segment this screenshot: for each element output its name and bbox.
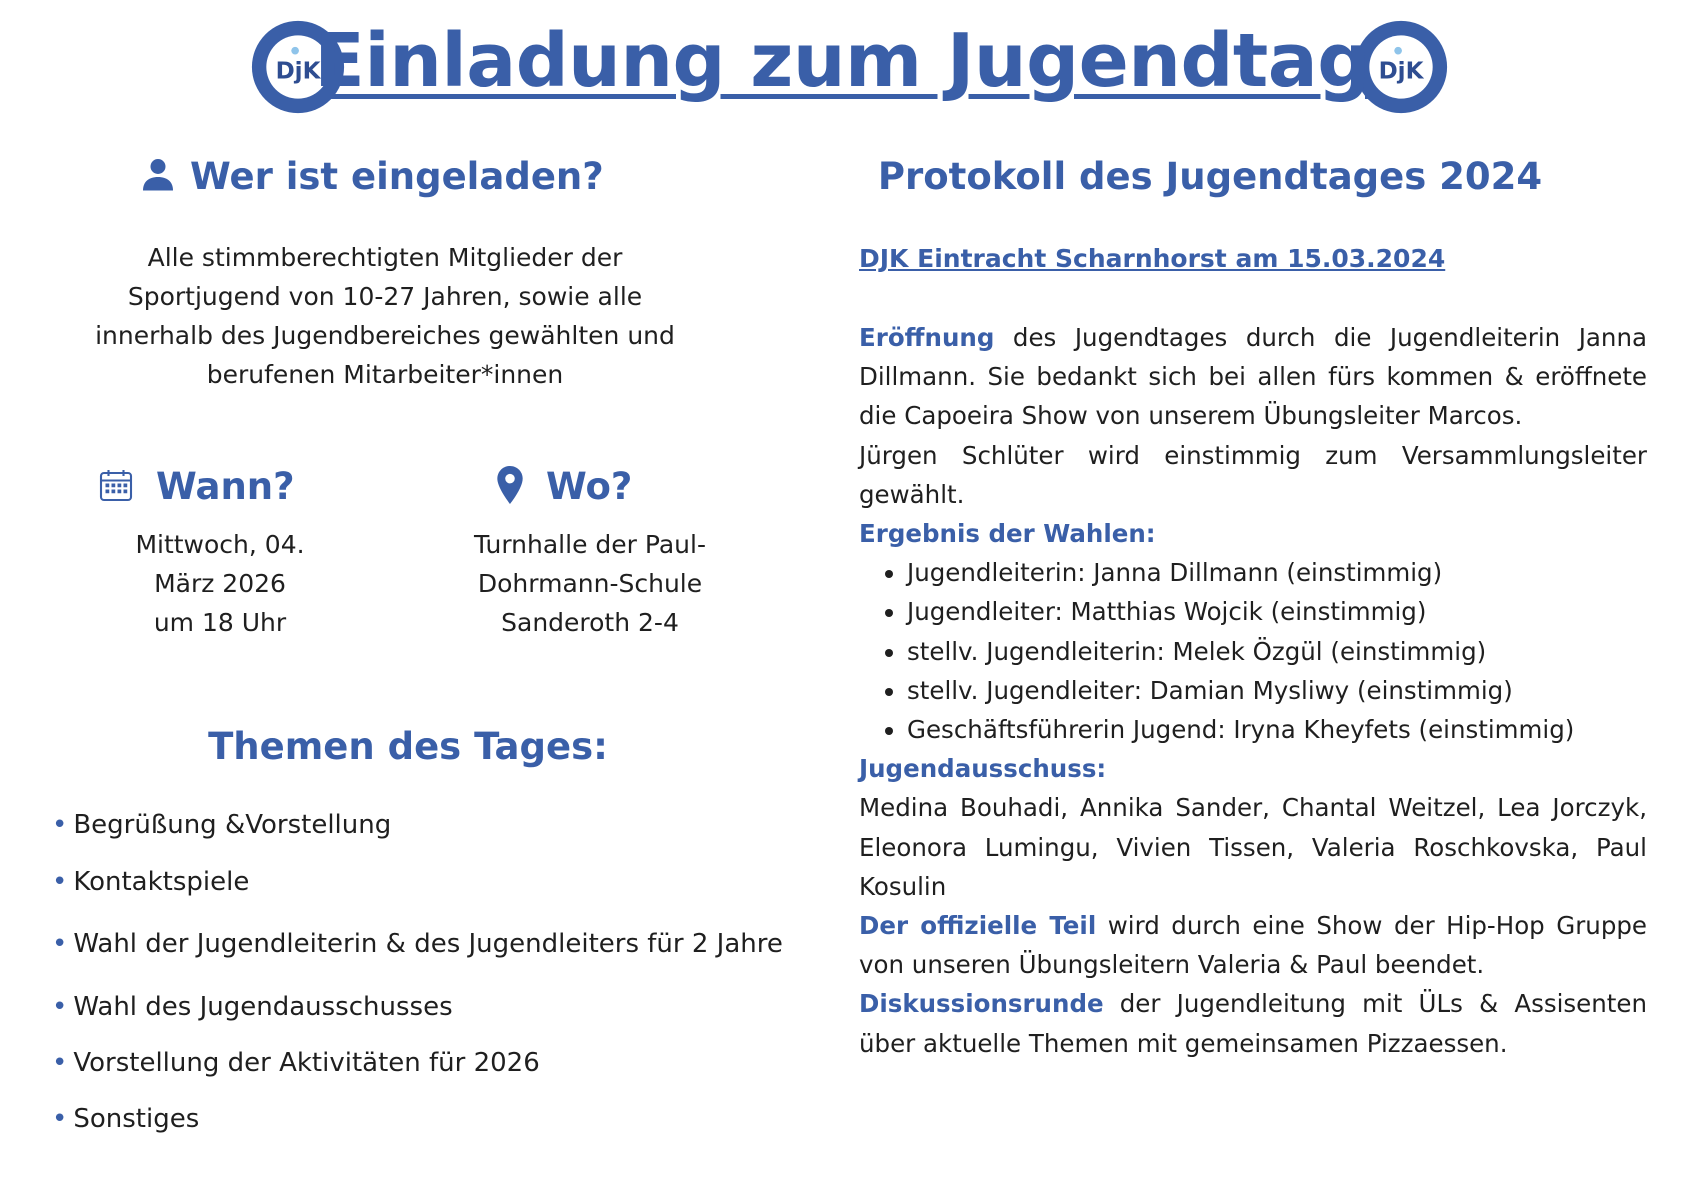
djk-logo-right: DjK (1354, 20, 1448, 114)
who-line: berufenen Mitarbeiter*innen (206, 360, 564, 389)
list-item: stellv. Jugendleiterin: Melek Özgül (ein… (907, 632, 1647, 671)
protocol-heading: Protokoll des Jugendtages 2024 (877, 155, 1543, 198)
list-item: • Wahl der Jugendleiterin & des Jugendlei… (52, 929, 783, 959)
who-line: innerhalb des Jugendbereiches gewählten … (95, 321, 675, 350)
svg-text:DjK: DjK (1379, 59, 1425, 85)
when-text: Mittwoch, 04. März 2026 um 18 Uhr (90, 525, 350, 642)
list-item: • Begrüßung &Vorstellung (52, 810, 392, 840)
where-heading-row: Wo? (496, 465, 632, 508)
list-item: • Sonstiges (52, 1104, 200, 1134)
where-line: Dohrmann-Schule (477, 569, 703, 598)
calendar-icon (99, 470, 133, 502)
who-line: Alle stimmberechtigten Mitglieder der (147, 243, 623, 272)
who-text: Alle stimmberechtigten Mitglieder der Sp… (40, 238, 730, 394)
djk-logo-left: DjK (251, 20, 345, 114)
person-icon (143, 159, 173, 191)
map-pin-icon (497, 466, 523, 504)
who-line: Sportjugend von 10-27 Jahren, sowie alle (127, 282, 643, 311)
when-line: März 2026 (154, 569, 286, 598)
list-item: Jugendleiter: Matthias Wojcik (einstimmi… (907, 592, 1647, 631)
list-item: Jugendleiterin: Janna Dillmann (einstimm… (907, 553, 1647, 592)
when-heading-row: Wann? (98, 465, 295, 508)
elections-list: Jugendleiterin: Janna Dillmann (einstimm… (859, 553, 1647, 749)
discussion-paragraph: Diskussionsrunde der Jugendleitung mit Ü… (859, 989, 1647, 1058)
list-item: Geschäftsführerin Jugend: Iryna Kheyfets… (907, 710, 1647, 749)
svg-text:DjK: DjK (276, 59, 322, 85)
where-line: Sanderoth 2-4 (501, 608, 679, 637)
official-paragraph: Der offizielle Teil wird durch eine Show… (859, 911, 1647, 980)
where-line: Turnhalle der Paul- (474, 530, 706, 559)
where-text: Turnhalle der Paul- Dohrmann-Schule Sand… (430, 525, 750, 642)
committee-heading: Jugendausschuss: (859, 754, 1107, 784)
protocol-subheading: DJK Eintracht Scharnhorst am 15.03.2024 (859, 244, 1446, 273)
chair-paragraph: Jürgen Schlüter wird einstimmig zum Vers… (859, 440, 1647, 509)
where-heading: Wo? (546, 465, 633, 508)
committee-text: Medina Bouhadi, Annika Sander, Chantal W… (859, 793, 1647, 901)
list-item: • Kontaktspiele (52, 867, 250, 897)
opening-paragraph: Eröffnung des Jugendtages durch die Juge… (859, 323, 1647, 431)
who-heading: Wer ist eingeladen? (190, 155, 604, 198)
elections-heading: Ergebnis der Wahlen: (859, 519, 1156, 549)
topics-heading: Themen des Tages: (208, 725, 608, 768)
when-heading: Wann? (156, 465, 295, 508)
list-item: stellv. Jugendleiter: Damian Mysliwy (ei… (907, 671, 1647, 710)
when-line: um 18 Uhr (153, 608, 287, 637)
page-title: Einladung zum Jugendtag (314, 18, 1370, 104)
list-item: • Wahl des Jugendausschusses (52, 992, 453, 1022)
when-line: Mittwoch, 04. (135, 530, 305, 559)
list-item: • Vorstellung der Aktivitäten für 2026 (52, 1048, 540, 1078)
who-heading-row: Wer ist eingeladen? (140, 155, 604, 198)
protocol-body: Eröffnung des Jugendtages durch die Juge… (859, 318, 1647, 1063)
